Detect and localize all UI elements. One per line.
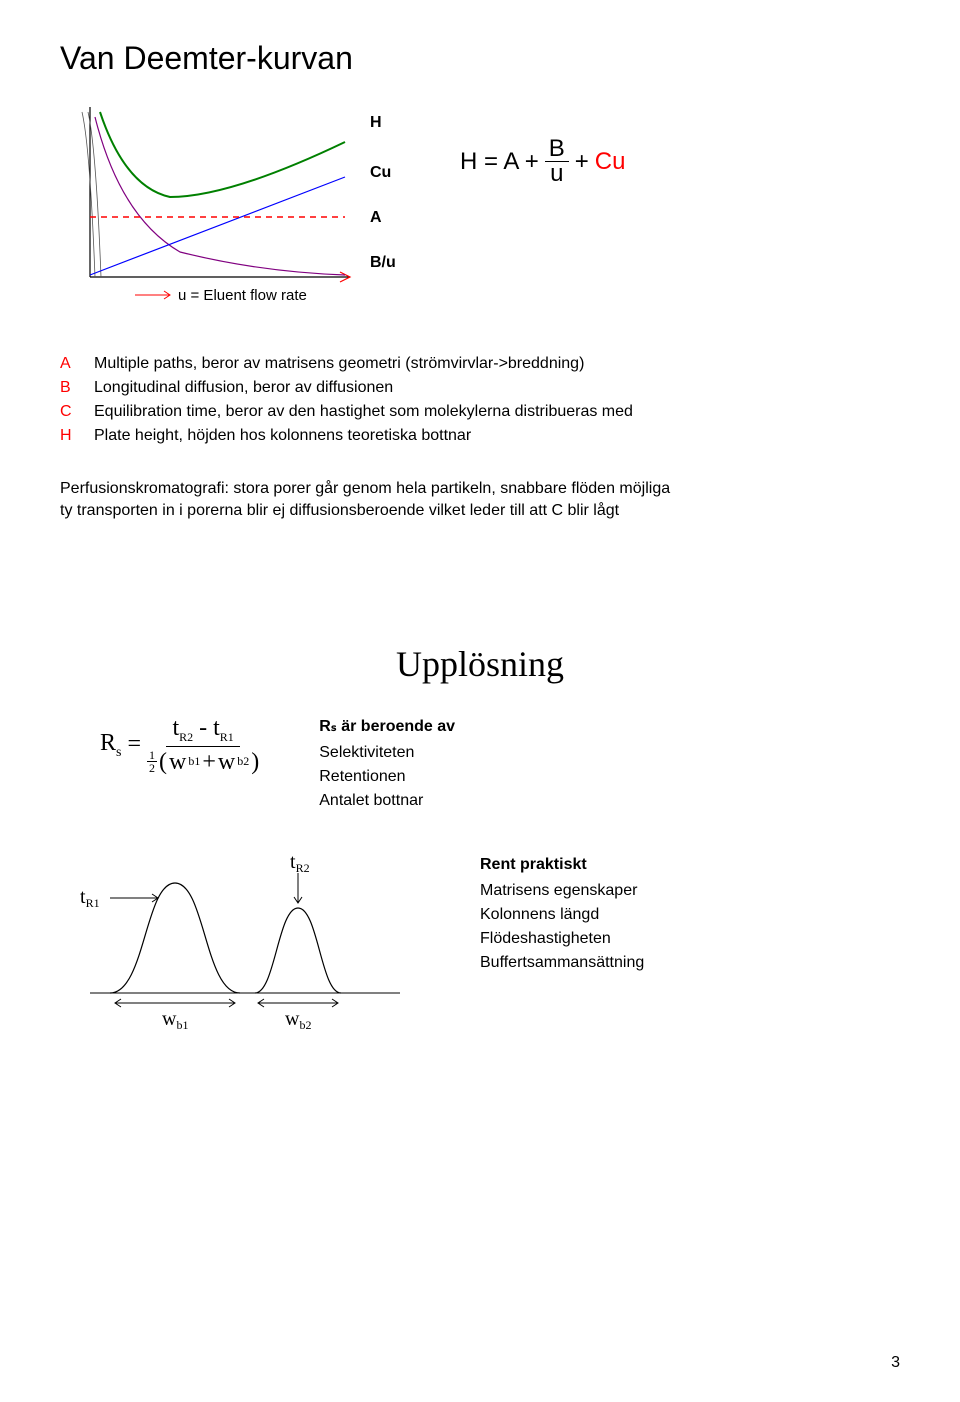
depends-item: Antalet bottnar: [319, 789, 455, 813]
depends-block: Rₛ är beroende av Selektiviteten Retenti…: [319, 715, 455, 813]
legend-key: C: [60, 400, 78, 424]
practical-block: Rent praktiskt Matrisens egenskaper Kolo…: [480, 853, 644, 975]
eq-b: B: [545, 137, 569, 162]
rs-formula: Rs = tR2 - tR1 1 2 (wb1+wb2): [100, 715, 259, 775]
depends-item: Retentionen: [319, 765, 455, 789]
practical-item: Kolonnens längd: [480, 903, 644, 927]
note-line: ty transporten in i porerna blir ej diff…: [60, 500, 900, 522]
label-a: A: [370, 209, 382, 226]
legend-text: Multiple paths, beror av matrisens geome…: [94, 352, 584, 376]
practical-item: Flödeshastigheten: [480, 927, 644, 951]
label-xaxis: u = Eluent flow rate: [178, 287, 307, 304]
label-bu: B/u: [370, 254, 396, 271]
peaks-chart: tR1 tR2 wb1 wb2: [60, 843, 420, 1038]
legend-key: H: [60, 424, 78, 448]
legend-item: H Plate height, höjden hos kolonnens teo…: [60, 424, 900, 448]
rs-numerator: tR2 - tR1: [166, 715, 239, 747]
equation: H = A + B u + Cu: [460, 137, 625, 186]
legend-text: Equilibration time, beror av den hastigh…: [94, 400, 633, 424]
peaks-row: tR1 tR2 wb1 wb2 Rent praktiskt: [60, 843, 900, 1038]
legend-list: A Multiple paths, beror av matrisens geo…: [60, 352, 900, 448]
legend-item: A Multiple paths, beror av matrisens geo…: [60, 352, 900, 376]
practical-item: Buffertsammansättning: [480, 951, 644, 975]
resolution-row: Rs = tR2 - tR1 1 2 (wb1+wb2) Rₛ: [100, 715, 900, 813]
eq-u: u: [550, 162, 563, 186]
perfusion-note: Perfusionskromatografi: stora porer går …: [60, 478, 900, 523]
depends-title: Rₛ är beroende av: [319, 715, 455, 739]
eq-plus: +: [575, 148, 589, 176]
label-wb2: wb2: [285, 1008, 311, 1032]
page-title: Van Deemter-kurvan: [60, 40, 900, 77]
legend-key: B: [60, 376, 78, 400]
page-number: 3: [891, 1354, 900, 1372]
practical-title: Rent praktiskt: [480, 853, 644, 877]
label-tr2: tR2: [290, 851, 310, 875]
label-h: H: [370, 114, 382, 131]
eq-h: H = A +: [460, 148, 539, 176]
rs-symbol: Rs: [100, 730, 121, 761]
top-section: H Cu A B/u u = Eluent flow rate H = A + …: [60, 97, 900, 332]
rs-denominator: 1 2 (wb1+wb2): [147, 747, 259, 775]
note-line: Perfusionskromatografi: stora porer går …: [60, 478, 900, 500]
rs-eq: =: [127, 731, 141, 758]
label-cu: Cu: [370, 164, 391, 181]
legend-text: Plate height, höjden hos kolonnens teore…: [94, 424, 471, 448]
practical-item: Matrisens egenskaper: [480, 879, 644, 903]
legend-key: A: [60, 352, 78, 376]
section-title: Upplösning: [60, 643, 900, 685]
depends-item: Selektiviteten: [319, 741, 455, 765]
peaks-svg: tR1 tR2 wb1 wb2: [60, 843, 420, 1033]
van-deemter-chart: H Cu A B/u u = Eluent flow rate: [60, 97, 430, 332]
chart-svg: H Cu A B/u u = Eluent flow rate: [60, 97, 430, 327]
label-tr1: tR1: [80, 886, 100, 910]
legend-item: C Equilibration time, beror av den hasti…: [60, 400, 900, 424]
label-wb1: wb1: [162, 1008, 188, 1032]
eq-cu: Cu: [595, 148, 626, 176]
legend-text: Longitudinal diffusion, beror av diffusi…: [94, 376, 393, 400]
legend-item: B Longitudinal diffusion, beror av diffu…: [60, 376, 900, 400]
